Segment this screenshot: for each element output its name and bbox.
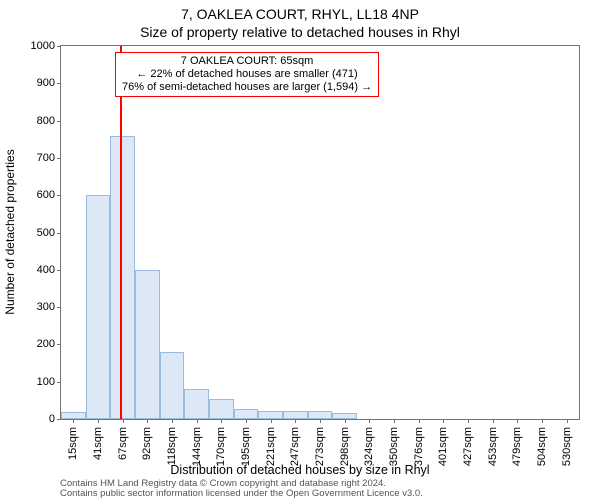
x-tick-mark <box>394 419 395 423</box>
chart-title-line1: 7, OAKLEA COURT, RHYL, LL18 4NP <box>0 6 600 22</box>
x-tick-mark <box>172 419 173 423</box>
y-tick-label: 300 <box>5 301 55 313</box>
x-tick-label: 15sqm <box>67 427 79 460</box>
x-tick-label: 67sqm <box>117 427 129 460</box>
x-tick-mark <box>221 419 222 423</box>
marker-line <box>120 46 122 419</box>
x-tick-mark <box>468 419 469 423</box>
x-tick-label: 530sqm <box>561 427 573 466</box>
x-tick-mark <box>295 419 296 423</box>
x-tick-label: 41sqm <box>92 427 104 460</box>
bar <box>86 195 111 419</box>
bars-layer <box>61 46 579 419</box>
x-tick-label: 273sqm <box>314 427 326 466</box>
x-tick-mark <box>567 419 568 423</box>
y-tick-mark <box>57 195 61 196</box>
x-tick-label: 221sqm <box>265 427 277 466</box>
x-tick-label: 195sqm <box>240 427 252 466</box>
x-tick-mark <box>542 419 543 423</box>
annotation-text-1: 7 OAKLEA COURT: 65sqm <box>122 55 372 68</box>
y-tick-mark <box>57 83 61 84</box>
x-tick-mark <box>517 419 518 423</box>
x-tick-label: 427sqm <box>462 427 474 466</box>
y-tick-mark <box>57 307 61 308</box>
x-tick-mark <box>419 419 420 423</box>
bar <box>160 352 185 419</box>
y-tick-label: 400 <box>5 264 55 276</box>
x-tick-mark <box>246 419 247 423</box>
y-tick-label: 100 <box>5 376 55 388</box>
y-tick-mark <box>57 46 61 47</box>
y-tick-label: 800 <box>5 115 55 127</box>
annotation-box: 7 OAKLEA COURT: 65sqm ← 22% of detached … <box>115 52 379 97</box>
y-tick-label: 700 <box>5 152 55 164</box>
x-axis-label: Distribution of detached houses by size … <box>0 463 600 477</box>
x-tick-label: 453sqm <box>487 427 499 466</box>
x-tick-label: 504sqm <box>536 427 548 466</box>
bar <box>184 389 209 419</box>
attribution-text: Contains HM Land Registry data © Crown c… <box>60 479 423 498</box>
y-tick-label: 1000 <box>5 40 55 52</box>
bar <box>110 136 135 419</box>
x-tick-label: 324sqm <box>363 427 375 466</box>
x-tick-label: 350sqm <box>388 427 400 466</box>
x-tick-label: 144sqm <box>191 427 203 466</box>
y-tick-mark <box>57 344 61 345</box>
x-tick-label: 170sqm <box>215 427 227 466</box>
y-tick-label: 600 <box>5 189 55 201</box>
bar <box>135 270 160 419</box>
plot-area: 7 OAKLEA COURT: 65sqm ← 22% of detached … <box>60 45 580 420</box>
x-tick-label: 298sqm <box>339 427 351 466</box>
x-tick-mark <box>369 419 370 423</box>
x-tick-mark <box>320 419 321 423</box>
x-tick-mark <box>98 419 99 423</box>
x-tick-mark <box>73 419 74 423</box>
y-tick-label: 200 <box>5 338 55 350</box>
x-tick-mark <box>197 419 198 423</box>
y-tick-label: 500 <box>5 227 55 239</box>
annotation-text-3: 76% of semi-detached houses are larger (… <box>122 81 372 94</box>
y-tick-label: 0 <box>5 413 55 425</box>
bar <box>61 412 86 419</box>
y-tick-mark <box>57 233 61 234</box>
y-tick-mark <box>57 270 61 271</box>
x-tick-mark <box>345 419 346 423</box>
x-tick-label: 118sqm <box>166 427 178 465</box>
x-tick-label: 479sqm <box>511 427 523 466</box>
x-tick-label: 376sqm <box>413 427 425 466</box>
y-tick-mark <box>57 158 61 159</box>
bar <box>209 399 234 420</box>
bar <box>234 409 259 419</box>
y-tick-label: 900 <box>5 77 55 89</box>
bar <box>283 411 308 419</box>
y-tick-mark <box>57 382 61 383</box>
x-tick-mark <box>271 419 272 423</box>
x-tick-label: 247sqm <box>289 427 301 466</box>
x-tick-label: 401sqm <box>437 427 449 466</box>
annotation-text-2: ← 22% of detached houses are smaller (47… <box>122 68 372 81</box>
x-tick-mark <box>123 419 124 423</box>
bar <box>308 411 333 419</box>
y-tick-mark <box>57 121 61 122</box>
chart-title-line2: Size of property relative to detached ho… <box>0 24 600 40</box>
bar <box>258 411 283 419</box>
x-tick-mark <box>147 419 148 423</box>
x-tick-mark <box>443 419 444 423</box>
x-tick-label: 92sqm <box>141 427 153 460</box>
x-tick-mark <box>493 419 494 423</box>
y-tick-mark <box>57 419 61 420</box>
